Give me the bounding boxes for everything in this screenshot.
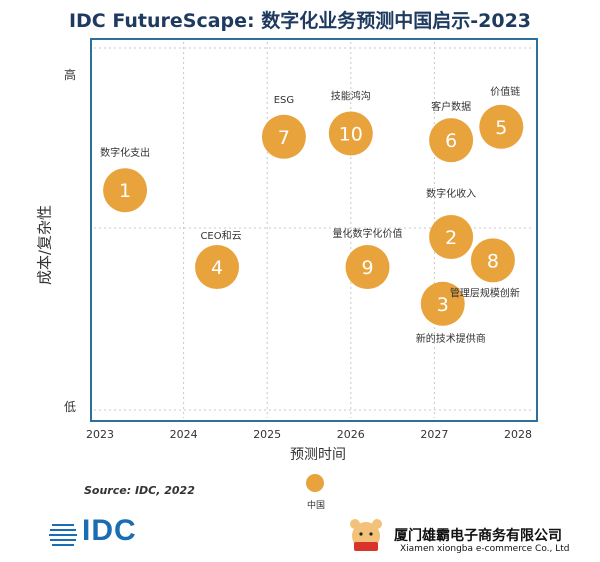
- bubble-number-6: 6: [445, 130, 457, 152]
- x-tick-2024: 2024: [169, 428, 198, 441]
- bear-mascot-icon: [350, 519, 382, 551]
- bubble-5: [479, 104, 524, 149]
- plot-frame: [90, 38, 538, 422]
- bubble-number-7: 7: [278, 127, 290, 149]
- bubble-label-1: 数字化支出: [100, 146, 150, 159]
- company-name-cn: 厦门雄霸电子商务有限公司: [394, 528, 562, 544]
- idc-globe-icon: [49, 524, 77, 546]
- bubble-label-7: ESG: [274, 95, 294, 106]
- bubble-label-4: CEO和云: [200, 230, 241, 242]
- x-tick-2023: 2023: [86, 428, 114, 441]
- bubble-3: [420, 281, 465, 326]
- bubble-number-3: 3: [437, 294, 449, 316]
- bubble-label-5: 价值链: [490, 85, 520, 98]
- bubble-label-10: 技能鸿沟: [331, 89, 371, 102]
- bubble-number-5: 5: [495, 117, 507, 139]
- y-tick-low: 低: [64, 400, 77, 414]
- bubble-label-6: 客户数据: [431, 100, 471, 113]
- bubble-10: [328, 111, 373, 156]
- bubble-number-2: 2: [445, 227, 457, 249]
- bubble-number-4: 4: [211, 257, 223, 279]
- source-note: Source: IDC, 2022: [84, 484, 195, 497]
- bubble-group: 1 数字化支出 2 数字化收入 3 新的技术提供商 4 CEO和云 5 价值链 6 客户数据 7 ESG 8…: [100, 85, 524, 345]
- bubble-9: [345, 245, 390, 290]
- bubble-8: [470, 238, 515, 283]
- bubble-number-10: 10: [339, 123, 363, 145]
- bubble-label-8: 管理层规模创新: [450, 286, 520, 299]
- x-tick-2028: 2028: [504, 428, 532, 441]
- bubble-6: [429, 118, 474, 163]
- company-name-en: Xiamen xiongba e-commerce Co., Ltd: [400, 544, 570, 554]
- bubble-label-9: 量化数字化价值: [333, 227, 403, 240]
- bubble-label-3: 新的技术提供商: [416, 332, 486, 345]
- legend-label-china: 中国: [307, 501, 326, 511]
- legend-marker-china: [306, 474, 324, 492]
- bubble-7: [261, 114, 306, 159]
- bubble-2: [429, 215, 474, 259]
- chart-title: IDC FutureScape: 数字化业务预测中国启示-2023: [68, 10, 532, 32]
- bubble-number-1: 1: [119, 180, 131, 202]
- bubble-label-2: 数字化收入: [426, 187, 476, 200]
- x-axis-title: 预测时间: [290, 447, 346, 463]
- x-tick-2026: 2026: [336, 428, 365, 441]
- x-tick-2027: 2027: [420, 428, 449, 441]
- bubble-number-8: 8: [487, 250, 499, 272]
- y-tick-high: 高: [64, 68, 77, 82]
- idc-logo-text: IDC: [82, 514, 137, 547]
- bubble-1: [103, 168, 148, 213]
- x-tick-2025: 2025: [253, 428, 282, 441]
- bubble-4: [195, 245, 240, 290]
- bubble-number-9: 9: [361, 257, 373, 279]
